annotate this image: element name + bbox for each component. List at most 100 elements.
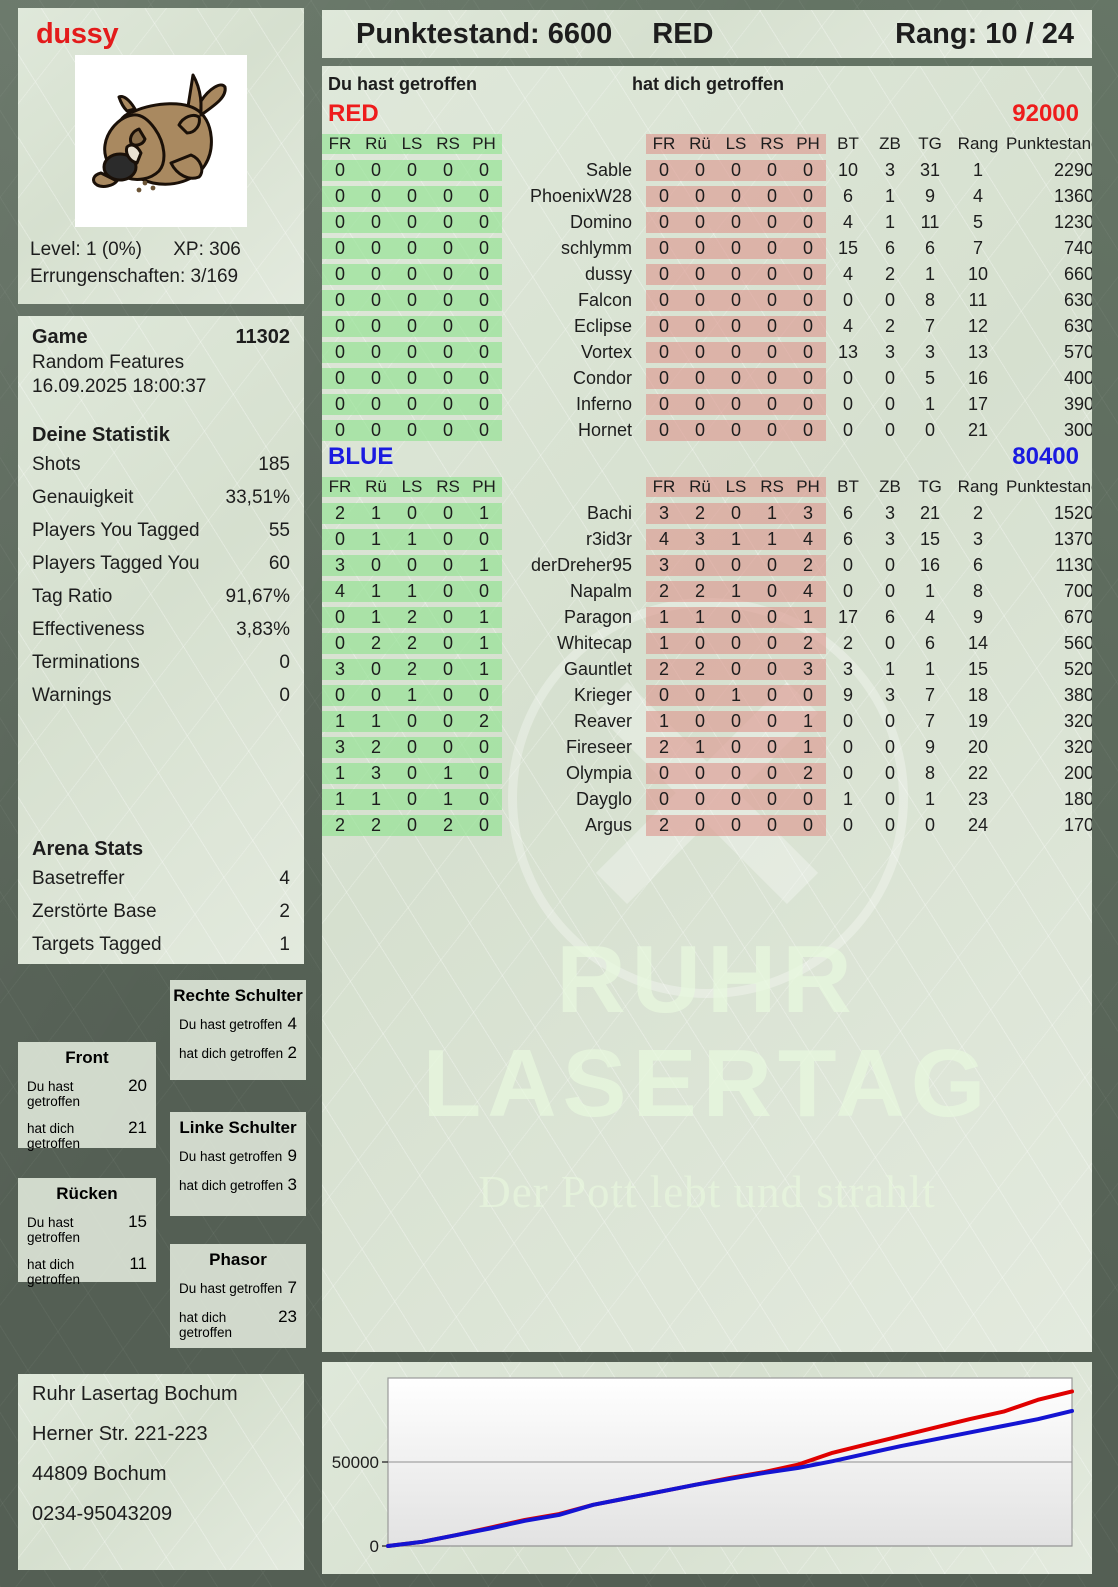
cell-them-RS: 0 xyxy=(754,263,790,285)
table-row[interactable]: 11010Dayglo00000101231800 xyxy=(322,786,1092,812)
cell-you-RS: 0 xyxy=(430,502,466,524)
cell-tg: 8 xyxy=(924,289,935,310)
header-score: Punktestand: 6600 xyxy=(356,17,613,50)
table-row[interactable]: 13010Olympia00002008222000 xyxy=(322,760,1092,786)
player-name-cell: Vortex xyxy=(580,341,632,362)
cell-you-LS: 0 xyxy=(394,710,430,732)
table-header-row: FR Rü LS RS PH FR Rü LS RS PH BT ZB TG Rang Punktestan… xyxy=(322,130,1092,157)
personal-stat-label: Tag Ratio xyxy=(32,586,113,608)
cell-you-PH: 0 xyxy=(466,211,502,233)
cell-you-PH: 0 xyxy=(466,263,502,285)
cell-you-RS: 0 xyxy=(430,159,466,181)
cell-you-PH: 0 xyxy=(466,159,502,181)
bodypart-got-hit-label: hat dich getroffen xyxy=(179,1178,284,1193)
game-title: Game xyxy=(32,326,88,348)
col-head-BT: BT xyxy=(837,133,859,153)
cell-them-PH: 0 xyxy=(790,814,826,836)
team-header-blue: BLUE 80400 xyxy=(322,443,1092,473)
cell-you-LS: 0 xyxy=(394,393,430,415)
cell-them-RS: 0 xyxy=(754,788,790,810)
bodypart-hit-value: 7 xyxy=(287,1278,297,1297)
cell-you-LS: 0 xyxy=(394,502,430,524)
header-team: RED xyxy=(652,17,714,50)
cell-you-FR: 0 xyxy=(322,211,358,233)
cell-bt: 0 xyxy=(842,554,853,575)
cell-them-Rü: 0 xyxy=(682,632,718,654)
game-stats-card: Game 11302 Random Features 16.09.2025 18… xyxy=(18,316,304,964)
cell-them-LS: 0 xyxy=(718,632,754,654)
table-row[interactable]: 02201Whitecap10002206145600 xyxy=(322,630,1092,656)
arena-stat-label: Basetreffer xyxy=(32,867,125,889)
table-row[interactable]: 01100r3id3r431146315313700 xyxy=(322,526,1092,552)
cell-you-LS: 0 xyxy=(394,814,430,836)
personal-stat-value: 33,51% xyxy=(225,487,290,509)
cell-you-Rü: 2 xyxy=(358,736,394,758)
cell-them-Rü: 0 xyxy=(682,315,718,337)
cell-them-RS: 0 xyxy=(754,341,790,363)
table-row[interactable]: 11002Reaver10001007193200 xyxy=(322,708,1092,734)
player-level: Level: 1 (0%) xyxy=(30,239,142,260)
cell-them-Rü: 2 xyxy=(682,658,718,680)
cell-them-Rü: 1 xyxy=(682,736,718,758)
col-head-ZB: ZB xyxy=(879,133,901,153)
cell-rang: 22 xyxy=(967,762,989,783)
cell-bt: 0 xyxy=(842,736,853,757)
personal-stat-value: 91,67% xyxy=(225,586,290,608)
cell-tg: 0 xyxy=(924,814,935,835)
cell-you-LS: 0 xyxy=(394,211,430,233)
table-row[interactable]: 00000Hornet00000000213000 xyxy=(322,417,1092,443)
cell-tg: 1 xyxy=(924,658,935,679)
cell-them-Rü: 0 xyxy=(682,185,718,207)
personal-stat-value: 60 xyxy=(268,553,290,575)
cell-them-RS: 0 xyxy=(754,393,790,415)
table-row[interactable]: 00100Krieger00100937183800 xyxy=(322,682,1092,708)
bodypart-hit-label: Du hast getroffen xyxy=(27,1215,81,1245)
group-headers: Du hast getroffen hat dich getroffen xyxy=(322,74,1092,100)
team-total-score: 92000 xyxy=(1012,100,1079,127)
player-name-cell: Domino xyxy=(569,211,632,232)
spacer xyxy=(18,398,304,414)
cell-you-FR: 3 xyxy=(322,658,358,680)
cell-bt: 10 xyxy=(837,159,859,180)
player-name-cell: Gauntlet xyxy=(563,658,632,679)
table-row[interactable]: 32000Fireseer21001009203200 xyxy=(322,734,1092,760)
cell-them-Rü: 2 xyxy=(682,580,718,602)
cell-you-LS: 2 xyxy=(394,658,430,680)
col-head-you-LS: LS xyxy=(394,133,430,154)
cell-tg: 11 xyxy=(920,211,940,232)
player-name-cell: Krieger xyxy=(573,684,632,705)
cell-you-FR: 0 xyxy=(322,367,358,389)
bodypart-got-hit-row: hat dich getroffen 23 xyxy=(170,1302,306,1344)
cell-you-FR: 1 xyxy=(322,710,358,732)
cell-rang: 5 xyxy=(972,211,983,232)
col-head-you-FR: FR xyxy=(322,476,358,497)
cell-you-FR: 0 xyxy=(322,393,358,415)
cell-them-Rü: 0 xyxy=(682,237,718,259)
cell-you-RS: 0 xyxy=(430,341,466,363)
player-name-cell: Olympia xyxy=(565,762,632,783)
player-meta: Level: 1 (0%) XP: 306 Errungenschaften: … xyxy=(18,227,304,291)
table-row[interactable]: 30001derDreher95300020016611300 xyxy=(322,552,1092,578)
cell-you-FR: 3 xyxy=(322,554,358,576)
cell-them-FR: 1 xyxy=(646,606,682,628)
cell-them-PH: 3 xyxy=(790,658,826,680)
